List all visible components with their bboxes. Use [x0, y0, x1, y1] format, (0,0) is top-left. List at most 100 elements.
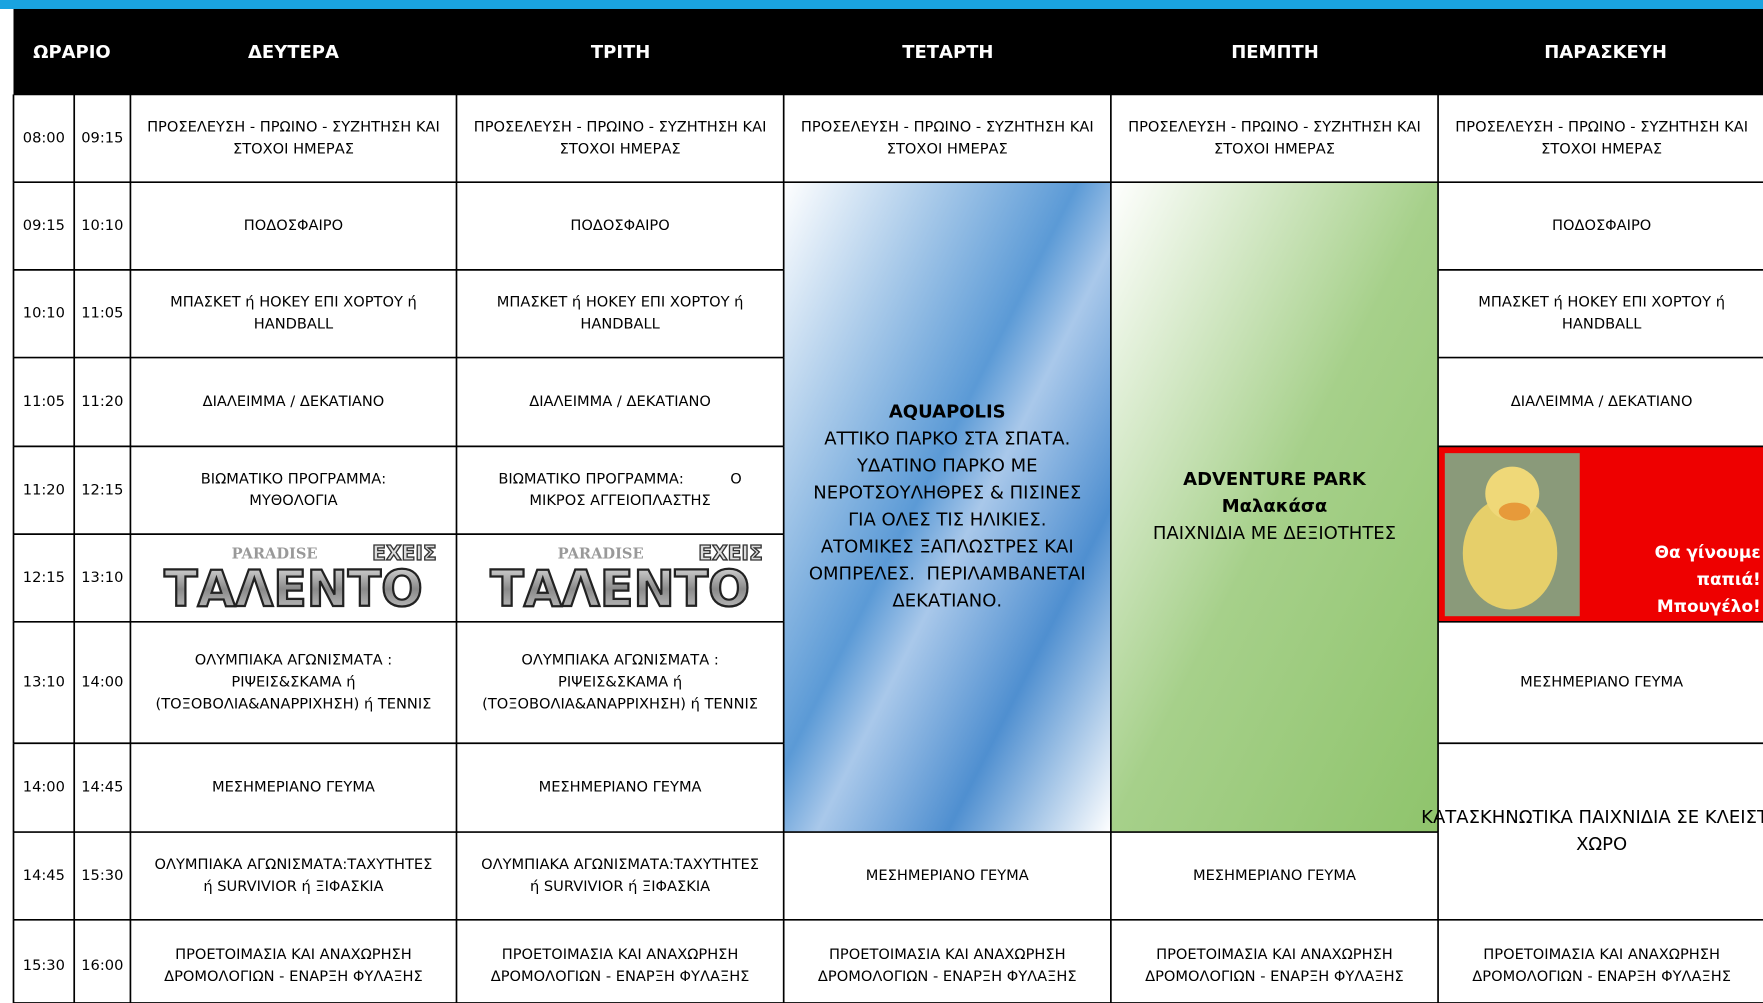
- cell-text: Μπουγέλο!: [1657, 596, 1761, 616]
- cell-text: ΣΤΟΧΟΙ ΗΜΕΡΑΣ: [1541, 140, 1662, 157]
- cell-text: ΠΡΟΣΕΛΕΥΣΗ - ΠΡΩΙΝΟ - ΣΥΖΗΤΗΣΗ ΚΑΙ: [801, 118, 1094, 135]
- logo-text: PARADISE: [232, 545, 318, 562]
- cell-text: ΣΤΟΧΟΙ ΗΜΕΡΑΣ: [233, 140, 354, 157]
- cell-text: ΠΟΔΟΣΦΑΙΡΟ: [1552, 217, 1651, 234]
- time-end: 10:10: [81, 217, 123, 234]
- cell-bg: [1110, 182, 1439, 833]
- time-start: 11:20: [23, 481, 65, 498]
- cell-text: AQUAPOLIS: [889, 402, 1006, 423]
- cell-text: ΟΛΥΜΠΙΑΚΑ ΑΓΩΝΙΣΜΑΤΑ:ΤΑΧΥΤΗΤΕΣ: [481, 856, 759, 873]
- cell-text: ΥΔΑΤΙΝΟ ΠΑΡΚΟ ΜΕ: [856, 456, 1037, 477]
- top-bar: [0, 0, 1763, 9]
- cell-text: ΠΟΔΟΣΦΑΙΡΟ: [570, 217, 669, 234]
- cell-text: ΠΡΟΣΕΛΕΥΣΗ - ΠΡΩΙΝΟ - ΣΥΖΗΤΗΣΗ ΚΑΙ: [474, 118, 767, 135]
- cell-text: παπιά!: [1697, 569, 1761, 589]
- cell-text: ΡΙΨΕΙΣ&ΣΚΑΜΑ ή: [558, 674, 682, 691]
- cell-text: ΠΡΟΣΕΛΕΥΣΗ - ΠΡΩΙΝΟ - ΣΥΖΗΤΗΣΗ ΚΑΙ: [1128, 118, 1421, 135]
- time-start: 14:45: [23, 867, 65, 884]
- header-label: ΤΡΙΤΗ: [591, 42, 650, 63]
- time-end: 12:15: [81, 481, 123, 498]
- cell-text: ΔΡΟΜΟΛΟΓΙΩΝ - ΕΝΑΡΞΗ ΦΥΛΑΞΗΣ: [491, 968, 750, 985]
- cell-text: ΟΛΥΜΠΙΑΚΑ ΑΓΩΝΙΣΜΑΤΑ :: [521, 652, 718, 669]
- cell-text: (ΤΟΞΟΒΟΛΙΑ&ΑΝΑΡΡΙΧΗΣΗ) ή ΤΕΝΝΙΣ: [156, 695, 432, 712]
- cell-text: ΔΙΑΛΕΙΜΜΑ / ΔΕΚΑΤΙΑΝΟ: [529, 393, 711, 410]
- time-start: 08:00: [23, 129, 65, 146]
- cell-text: ΠΡΟΕΤΟΙΜΑΣΙΑ ΚΑΙ ΑΝΑΧΩΡΗΣΗ: [502, 946, 739, 963]
- cell-text: ΠΡΟΕΤΟΙΜΑΣΙΑ ΚΑΙ ΑΝΑΧΩΡΗΣΗ: [1156, 946, 1393, 963]
- header-label: ΠΕΜΠΤΗ: [1231, 42, 1319, 63]
- cell-text: ΠΡΟΕΤΟΙΜΑΣΙΑ ΚΑΙ ΑΝΑΧΩΡΗΣΗ: [829, 946, 1066, 963]
- time-end: 11:20: [81, 393, 123, 410]
- cell-text: ΠΑΙΧΝΙΔΙΑ ΜΕ ΔΕΞΙΟΤΗΤΕΣ: [1153, 523, 1396, 544]
- cell-text: ΜΕΣΗΜΕΡΙΑΝΟ ΓΕΥΜΑ: [212, 779, 375, 796]
- cell-text: ΧΩΡΟ: [1576, 834, 1627, 855]
- cell-text: ADVENTURE PARK: [1183, 469, 1367, 490]
- cell-text: HANDBALL: [254, 316, 334, 333]
- cell-text: ΟΛΥΜΠΙΑΚΑ ΑΓΩΝΙΣΜΑΤΑ:ΤΑΧΥΤΗΤΕΣ: [155, 856, 433, 873]
- cell-bg: [783, 182, 1111, 833]
- time-start: 09:15: [23, 217, 65, 234]
- logo-text: ΤΑΛΕΝΤΟ: [164, 560, 423, 618]
- cell-text: Θα γίνουμε: [1655, 542, 1761, 562]
- photo-duck-beak: [1498, 502, 1531, 521]
- cell-text: ή SURVIVIOR ή ΞΙΦΑΣΚΙΑ: [203, 878, 383, 895]
- cell-text: ΜΠΑΣΚΕΤ ή ΗΟΚΕΥ ΕΠΙ ΧΟΡΤΟΥ ή: [170, 294, 417, 311]
- cell-text: ΠΡΟΕΤΟΙΜΑΣΙΑ ΚΑΙ ΑΝΑΧΩΡΗΣΗ: [175, 946, 412, 963]
- cell-text: ΜΥΘΟΛΟΓΙΑ: [249, 492, 337, 509]
- cell-text: HANDBALL: [1562, 316, 1642, 333]
- header-label: ΤΕΤΑΡΤΗ: [902, 42, 993, 63]
- logo-text: PARADISE: [558, 545, 644, 562]
- cell-text: ΑΤΤΙΚΟ ΠΑΡΚΟ ΣΤΑ ΣΠΑΤΑ.: [824, 429, 1070, 450]
- cell-text: ΣΤΟΧΟΙ ΗΜΕΡΑΣ: [887, 140, 1008, 157]
- cell-text: ΔΡΟΜΟΛΟΓΙΩΝ - ΕΝΑΡΞΗ ΦΥΛΑΞΗΣ: [1145, 968, 1404, 985]
- logo-bg: [155, 540, 432, 616]
- time-end: 11:05: [81, 305, 123, 322]
- cell-text: ΜΕΣΗΜΕΡΙΑΝΟ ΓΕΥΜΑ: [539, 779, 702, 796]
- cell-text: ΝΕΡΟΤΣΟΥΛΗΘΡΕΣ & ΠΙΣΙΝΕΣ: [813, 483, 1081, 504]
- cell-text: ΔΡΟΜΟΛΟΓΙΩΝ - ΕΝΑΡΞΗ ΦΥΛΑΞΗΣ: [1472, 968, 1731, 985]
- cell-text: ΟΛΥΜΠΙΑΚΑ ΑΓΩΝΙΣΜΑΤΑ :: [195, 652, 392, 669]
- cell-text: ΠΡΟΣΕΛΕΥΣΗ - ΠΡΩΙΝΟ - ΣΥΖΗΤΗΣΗ ΚΑΙ: [1455, 118, 1748, 135]
- cell-text: ΣΤΟΧΟΙ ΗΜΕΡΑΣ: [560, 140, 681, 157]
- time-end: 16:00: [81, 957, 123, 974]
- cell-text: ΜΕΣΗΜΕΡΙΑΝΟ ΓΕΥΜΑ: [866, 867, 1029, 884]
- logo-bg: [481, 540, 759, 616]
- cell-text: ΔΡΟΜΟΛΟΓΙΩΝ - ΕΝΑΡΞΗ ΦΥΛΑΞΗΣ: [164, 968, 423, 985]
- cell-text: ΟΜΠΡΕΛΕΣ. ΠΕΡΙΛΑΜΒΑΝΕΤΑΙ: [809, 564, 1086, 585]
- cell-text: ΔΕΚΑΤΙΑΝΟ.: [892, 591, 1002, 612]
- cell-text: ΠΡΟΣΕΛΕΥΣΗ - ΠΡΩΙΝΟ - ΣΥΖΗΤΗΣΗ ΚΑΙ: [147, 118, 440, 135]
- time-end: 13:10: [81, 569, 123, 586]
- cell-text: ΜΕΣΗΜΕΡΙΑΝΟ ΓΕΥΜΑ: [1193, 867, 1356, 884]
- logo-text: ΕΧΕΙΣ: [372, 541, 437, 565]
- cell-text: ΔΡΟΜΟΛΟΓΙΩΝ - ΕΝΑΡΞΗ ΦΥΛΑΞΗΣ: [818, 968, 1077, 985]
- time-start: 10:10: [23, 305, 65, 322]
- time-start: 12:15: [23, 569, 65, 586]
- header-bar: [13, 8, 1763, 95]
- cell-text: ΒΙΩΜΑΤΙΚΟ ΠΡΟΓΡΑΜΜΑ:: [201, 470, 386, 487]
- cell-text: ΒΙΩΜΑΤΙΚΟ ΠΡΟΓΡΑΜΜΑ: Ο: [498, 470, 741, 487]
- cell-text: ΔΙΑΛΕΙΜΜΑ / ΔΕΚΑΤΙΑΝΟ: [203, 393, 385, 410]
- cell-text: HANDBALL: [580, 316, 660, 333]
- cell-text: (ΤΟΞΟΒΟΛΙΑ&ΑΝΑΡΡΙΧΗΣΗ) ή ΤΕΝΝΙΣ: [482, 695, 758, 712]
- cell-text: ή SURVIVIOR ή ΞΙΦΑΣΚΙΑ: [530, 878, 710, 895]
- cell-text: ΜΠΑΣΚΕΤ ή ΗΟΚΕΥ ΕΠΙ ΧΟΡΤΟΥ ή: [497, 294, 744, 311]
- cell-text: ΜΕΣΗΜΕΡΙΑΝΟ ΓΕΥΜΑ: [1520, 674, 1683, 691]
- cell-text: ΠΟΔΟΣΦΑΙΡΟ: [244, 217, 343, 234]
- header-label: ΔΕΥΤΕΡΑ: [248, 42, 339, 63]
- cell-text: ΓΙΑ ΟΛΕΣ ΤΙΣ ΗΛΙΚΙΕΣ.: [848, 510, 1046, 531]
- time-start: 15:30: [23, 957, 65, 974]
- cell-text: ΑΤΟΜΙΚΕΣ ΞΑΠΛΩΣΤΡΕΣ ΚΑΙ: [821, 537, 1074, 558]
- cell-text: ΜΠΑΣΚΕΤ ή ΗΟΚΕΥ ΕΠΙ ΧΟΡΤΟΥ ή: [1478, 294, 1725, 311]
- cell-text: ΡΙΨΕΙΣ&ΣΚΑΜΑ ή: [231, 674, 355, 691]
- header-label: ΩΡΑΡΙΟ: [33, 42, 111, 63]
- cell-text: ΠΡΟΕΤΟΙΜΑΣΙΑ ΚΑΙ ΑΝΑΧΩΡΗΣΗ: [1483, 946, 1720, 963]
- cell-text: ΚΑΤΑΣΚΗΝΩΤΙΚΑ ΠΑΙΧΝΙΔΙΑ ΣΕ ΚΛΕΙΣΤΟ: [1421, 807, 1763, 828]
- logo-text: ΕΧΕΙΣ: [698, 541, 763, 565]
- time-start: 14:00: [23, 779, 65, 796]
- cell-text: ΣΤΟΧΟΙ ΗΜΕΡΑΣ: [1214, 140, 1335, 157]
- time-end: 14:00: [81, 674, 123, 691]
- cell-text: Μαλακάσα: [1222, 496, 1327, 517]
- cell-text: ΜΙΚΡΟΣ ΑΓΓΕΙΟΠΛΑΣΤΗΣ: [529, 492, 710, 509]
